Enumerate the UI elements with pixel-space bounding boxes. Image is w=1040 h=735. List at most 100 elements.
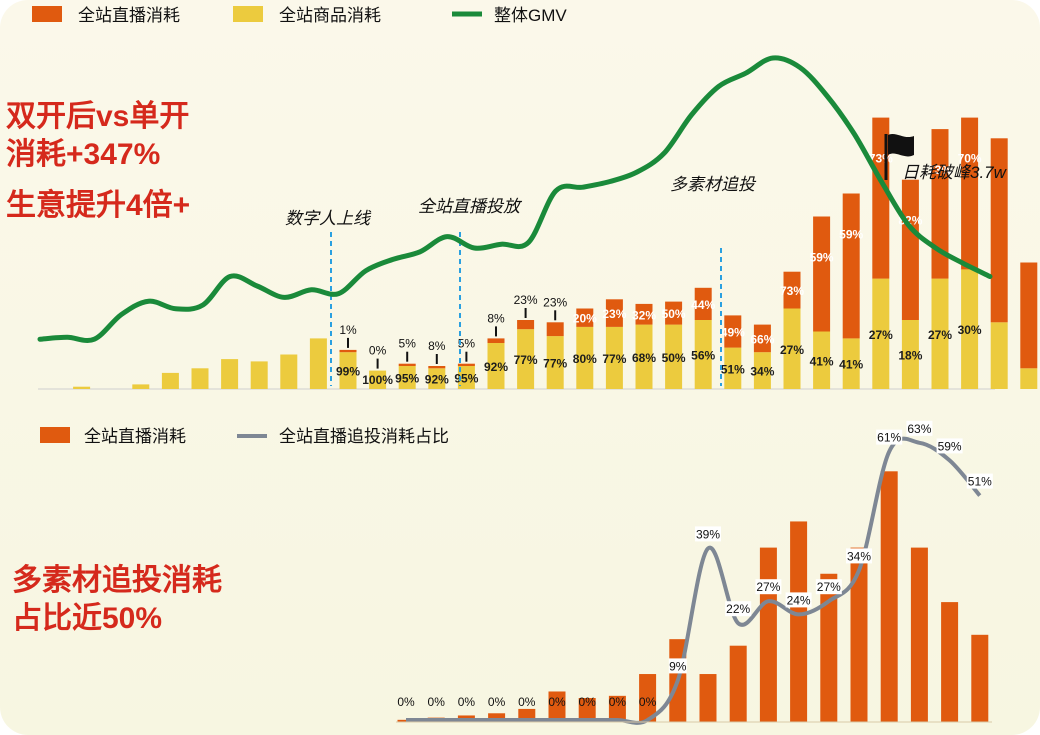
ratio-label: 0%: [548, 695, 566, 709]
live-bar: [339, 349, 357, 353]
live-share-label: 5%: [458, 337, 476, 351]
product-bar: [694, 320, 712, 389]
ratio-label: 0%: [639, 695, 657, 709]
product-bar: [132, 384, 150, 389]
ratio-label: 0%: [428, 695, 446, 709]
flag-icon: [884, 133, 914, 180]
annotation-peak: 日耗破峰3.7w: [902, 163, 1008, 182]
product-bar: [369, 370, 387, 389]
product-bar: [961, 269, 979, 389]
ratio-label: 0%: [488, 695, 506, 709]
ratio-line: [406, 436, 982, 725]
live-bar: [457, 363, 475, 366]
live-bar: [576, 308, 594, 327]
product-share-label: 80%: [573, 352, 597, 366]
top-bars: [73, 117, 1038, 389]
product-bar: [161, 372, 179, 389]
live-spend-bar: [910, 547, 928, 722]
product-bar: [339, 352, 357, 389]
live-spend-bar: [608, 695, 626, 722]
live-bar: [931, 129, 949, 279]
product-share-label: 41%: [839, 358, 863, 372]
product-bar: [990, 322, 1008, 389]
live-share-label: 70%: [958, 152, 982, 166]
product-bar: [931, 278, 949, 389]
live-bar: [724, 315, 742, 348]
live-bar: [605, 299, 623, 327]
callout-bottom: 多素材追投消耗 占比近50%: [12, 562, 222, 637]
product-share-label: 77%: [514, 353, 538, 367]
ratio-label: 0%: [397, 695, 415, 709]
ratio-label-bg: [695, 526, 721, 542]
product-bar: [546, 336, 564, 389]
live-share-label: 23%: [543, 295, 567, 309]
product-share-label: 95%: [454, 372, 478, 386]
bottom-bars: [397, 471, 989, 722]
product-bar: [457, 366, 475, 389]
product-bar: [783, 308, 801, 389]
callout-top-line1: 双开后vs单开: [6, 100, 190, 133]
product-bar: [901, 320, 919, 389]
product-share-label: 77%: [602, 352, 626, 366]
product-bar: [309, 338, 327, 389]
live-bar: [813, 216, 831, 332]
product-bar: [635, 324, 653, 389]
product-share-label: 68%: [632, 351, 656, 365]
live-spend-bar: [790, 521, 808, 722]
ratio-label: 22%: [726, 602, 750, 616]
product-bar: [73, 386, 91, 389]
top-legend: 全站直播消耗 全站商品消耗 整体GMV: [32, 6, 567, 25]
ratio-label-bg: [815, 579, 842, 595]
live-bar: [665, 301, 683, 325]
live-share-label: 1%: [339, 323, 357, 337]
annotation-all-site-live: 全站直播投放: [418, 197, 523, 216]
live-share-label: 49%: [721, 326, 745, 340]
live-bar: [546, 322, 564, 337]
live-share-label: 8%: [428, 339, 446, 353]
ratio-label: 27%: [817, 580, 841, 594]
live-bar: [487, 338, 505, 343]
live-share-label: 50%: [662, 307, 686, 321]
live-share-label: 20%: [573, 312, 597, 326]
live-spend-bar: [639, 674, 657, 722]
callout-bottom-line1: 多素材追投消耗: [12, 564, 222, 597]
live-bar: [1020, 262, 1038, 369]
legend-label-ratio: 全站直播追投消耗占比: [279, 427, 449, 446]
live-bar: [635, 303, 653, 325]
live-bar: [428, 366, 446, 369]
event-markers: 数字人上线 全站直播投放 多素材追投 日耗破峰3.7w: [285, 133, 1008, 386]
annotation-multi-material: 多素材追投: [670, 175, 757, 194]
product-bar: [221, 359, 239, 389]
annotation-digital-human: 数字人上线: [285, 209, 372, 228]
product-bar: [428, 368, 446, 389]
ratio-label: 59%: [938, 439, 962, 453]
ratio-label: 27%: [756, 580, 780, 594]
product-share-label: 95%: [395, 372, 419, 386]
live-spend-bar: [850, 547, 868, 722]
live-share-label: 59%: [810, 251, 834, 265]
ratio-label-bg: [725, 601, 752, 617]
live-share-label: 23%: [514, 293, 538, 307]
product-bar: [724, 347, 742, 389]
ratio-label-bg: [876, 429, 903, 445]
product-bar: [753, 352, 771, 389]
callout-top-line2: 消耗+347%: [6, 137, 161, 171]
live-bar: [398, 363, 416, 366]
product-bar: [813, 331, 831, 389]
live-bar: [990, 138, 1008, 323]
product-share-label: 56%: [691, 349, 715, 363]
live-bar: [842, 193, 860, 339]
ratio-label: 34%: [847, 549, 871, 563]
product-share-label: 27%: [780, 343, 804, 357]
product-share-label: 77%: [543, 357, 567, 371]
product-bar: [872, 278, 890, 389]
product-bar: [842, 338, 860, 389]
product-share-label: 30%: [958, 323, 982, 337]
ratio-label-bg: [846, 548, 872, 564]
product-bar: [517, 329, 535, 389]
product-share-label: 99%: [336, 365, 360, 379]
ratio-label-bg: [755, 579, 782, 595]
live-share-label: 5%: [399, 337, 417, 351]
live-bar: [517, 320, 535, 330]
bottom-legend: 全站直播消耗 全站直播追投消耗占比: [40, 427, 449, 446]
